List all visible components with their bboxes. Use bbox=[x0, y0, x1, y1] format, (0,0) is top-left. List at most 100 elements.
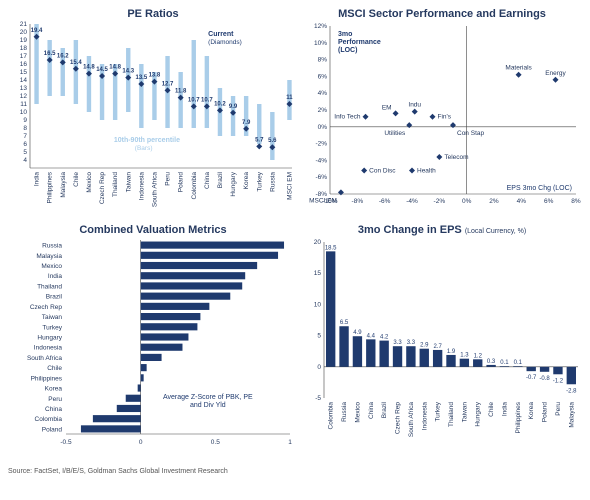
svg-text:Performance: Performance bbox=[338, 39, 381, 46]
svg-text:15: 15 bbox=[314, 270, 322, 277]
svg-text:14.5: 14.5 bbox=[96, 67, 108, 73]
sector-title: MSCI Sector Performance and Earnings bbox=[302, 8, 582, 20]
eps-title-main: 3mo Change in EPS bbox=[358, 224, 462, 236]
svg-text:Taiwan: Taiwan bbox=[42, 314, 63, 321]
svg-text:8%: 8% bbox=[318, 57, 328, 64]
svg-text:India: India bbox=[501, 402, 508, 416]
chart-grid: PE Ratios 456789101112131415161718192021… bbox=[8, 8, 582, 464]
svg-text:4: 4 bbox=[23, 157, 27, 164]
svg-text:Peru: Peru bbox=[555, 402, 562, 416]
svg-text:India: India bbox=[48, 273, 62, 280]
svg-text:Poland: Poland bbox=[42, 426, 63, 433]
svg-text:18: 18 bbox=[20, 45, 28, 52]
svg-text:10: 10 bbox=[314, 301, 322, 308]
svg-text:-0.8: -0.8 bbox=[539, 376, 550, 382]
svg-text:0.1: 0.1 bbox=[500, 360, 509, 366]
svg-text:2%: 2% bbox=[318, 107, 328, 114]
svg-text:Con Stap: Con Stap bbox=[457, 130, 484, 137]
svg-text:2%: 2% bbox=[489, 198, 499, 205]
svg-text:13.8: 13.8 bbox=[149, 73, 161, 79]
svg-text:-2%: -2% bbox=[315, 141, 327, 148]
svg-text:Philippines: Philippines bbox=[515, 401, 522, 433]
svg-text:0.3: 0.3 bbox=[487, 359, 496, 365]
svg-text:5.7: 5.7 bbox=[255, 137, 264, 143]
svg-text:Mexico: Mexico bbox=[354, 402, 361, 423]
svg-text:Turkey: Turkey bbox=[256, 171, 263, 191]
pe-chart: 45678910111213141516171819202119.4India1… bbox=[8, 20, 298, 216]
svg-text:Con Disc: Con Disc bbox=[369, 167, 396, 174]
svg-text:Hungary: Hungary bbox=[230, 171, 237, 196]
eps-panel: 3mo Change in EPS (Local Currency, %) -5… bbox=[302, 224, 582, 464]
svg-text:Korea: Korea bbox=[243, 172, 250, 190]
svg-text:Malaysia: Malaysia bbox=[36, 253, 62, 260]
svg-text:Chile: Chile bbox=[73, 172, 80, 187]
svg-text:-0.5: -0.5 bbox=[60, 439, 72, 446]
svg-text:11.8: 11.8 bbox=[175, 89, 187, 95]
svg-text:10.7: 10.7 bbox=[188, 97, 200, 103]
svg-text:Philippines: Philippines bbox=[47, 171, 54, 203]
svg-text:Colombia: Colombia bbox=[328, 402, 335, 430]
svg-text:18.5: 18.5 bbox=[325, 245, 337, 251]
svg-text:(Bars): (Bars) bbox=[135, 145, 153, 152]
svg-text:8: 8 bbox=[23, 125, 27, 132]
svg-text:Indonesia: Indonesia bbox=[421, 402, 428, 431]
svg-text:4.4: 4.4 bbox=[367, 333, 376, 339]
svg-text:Czech Rep: Czech Rep bbox=[395, 402, 402, 435]
svg-text:9.9: 9.9 bbox=[229, 104, 238, 110]
svg-text:Malaysia: Malaysia bbox=[60, 172, 67, 198]
svg-text:0.5: 0.5 bbox=[211, 439, 220, 446]
svg-text:Russia: Russia bbox=[269, 172, 276, 192]
svg-text:3.3: 3.3 bbox=[393, 340, 402, 346]
svg-text:-2%: -2% bbox=[434, 198, 446, 205]
pe-ratios-panel: PE Ratios 456789101112131415161718192021… bbox=[8, 8, 298, 218]
zscore-chart: -0.500.51RussiaMalaysiaMexicoIndiaThaila… bbox=[8, 236, 298, 448]
svg-text:-6%: -6% bbox=[379, 198, 391, 205]
svg-text:Malaysia: Malaysia bbox=[568, 402, 575, 428]
svg-text:Turkey: Turkey bbox=[435, 401, 442, 421]
svg-text:China: China bbox=[204, 172, 211, 189]
svg-text:10.7: 10.7 bbox=[201, 97, 213, 103]
svg-text:Colombia: Colombia bbox=[191, 172, 198, 200]
svg-text:1.3: 1.3 bbox=[460, 353, 469, 359]
svg-text:-6%: -6% bbox=[315, 174, 327, 181]
svg-text:9: 9 bbox=[23, 117, 27, 124]
svg-text:5: 5 bbox=[317, 333, 321, 340]
svg-text:10%: 10% bbox=[314, 40, 327, 47]
svg-text:0%: 0% bbox=[318, 124, 328, 131]
sector-panel: MSCI Sector Performance and Earnings -10… bbox=[302, 8, 582, 218]
svg-text:China: China bbox=[45, 406, 62, 413]
svg-text:3mo: 3mo bbox=[338, 31, 352, 38]
svg-text:13: 13 bbox=[20, 85, 28, 92]
svg-text:China: China bbox=[368, 402, 375, 419]
svg-text:Peru: Peru bbox=[48, 396, 62, 403]
svg-text:10.2: 10.2 bbox=[214, 101, 226, 107]
svg-text:South Africa: South Africa bbox=[151, 172, 158, 207]
svg-text:Czech Rep: Czech Rep bbox=[30, 304, 63, 311]
svg-text:20: 20 bbox=[314, 239, 322, 246]
svg-text:Korea: Korea bbox=[528, 402, 535, 420]
svg-text:14.8: 14.8 bbox=[83, 65, 95, 71]
svg-text:EPS 3mo Chg (LOC): EPS 3mo Chg (LOC) bbox=[507, 185, 572, 192]
svg-text:Russia: Russia bbox=[42, 243, 62, 250]
svg-text:Czech Rep: Czech Rep bbox=[99, 172, 106, 205]
svg-text:Brazil: Brazil bbox=[381, 401, 388, 418]
svg-text:6: 6 bbox=[23, 141, 27, 148]
svg-text:3.3: 3.3 bbox=[407, 340, 416, 346]
svg-text:4%: 4% bbox=[517, 198, 527, 205]
svg-text:MSCI EM: MSCI EM bbox=[286, 172, 293, 200]
svg-text:Chile: Chile bbox=[488, 402, 495, 417]
svg-text:Taiwan: Taiwan bbox=[461, 402, 468, 423]
svg-text:Korea: Korea bbox=[45, 386, 63, 393]
svg-text:South Africa: South Africa bbox=[408, 402, 415, 437]
svg-text:14.3: 14.3 bbox=[122, 69, 134, 75]
eps-title-sub: (Local Currency, %) bbox=[465, 228, 526, 235]
svg-text:-4%: -4% bbox=[315, 157, 327, 164]
svg-text:Russia: Russia bbox=[341, 402, 348, 422]
svg-text:0.1: 0.1 bbox=[514, 360, 523, 366]
svg-text:14.8: 14.8 bbox=[109, 65, 121, 71]
svg-text:(Diamonds): (Diamonds) bbox=[208, 39, 242, 46]
svg-text:-5: -5 bbox=[315, 395, 321, 402]
svg-text:6%: 6% bbox=[318, 73, 328, 80]
svg-text:-4%: -4% bbox=[406, 198, 418, 205]
svg-text:India: India bbox=[34, 172, 41, 186]
